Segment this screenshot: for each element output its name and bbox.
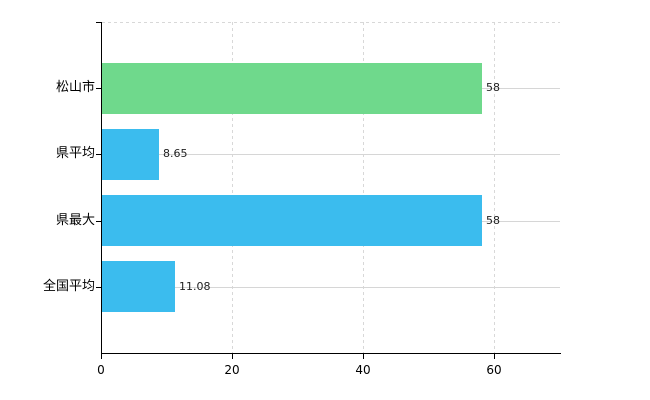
y-axis-line [101,22,102,354]
x-axis-tick-label: 0 [97,363,105,377]
bar-value-label: 58 [486,214,500,227]
x-axis-tick-label: 40 [355,363,371,377]
y-axis-tick [96,221,101,222]
x-axis-tick [232,354,233,359]
x-axis-tick-label: 20 [224,363,240,377]
bar-2 [102,129,159,180]
bar-4 [102,261,175,312]
y-axis-tick-label: 県平均 [55,146,95,161]
vertical-gridline [232,22,233,353]
bar-value-label: 11.08 [179,280,211,293]
x-axis-tick-label: 60 [486,363,502,377]
bar-3 [102,195,482,246]
y-axis-tick [96,22,101,23]
y-axis-tick-label: 全国平均 [42,279,95,294]
bar-1 [102,63,482,114]
x-axis-tick [101,354,102,359]
bar-value-label: 8.65 [163,147,188,160]
horizontal-gridline [102,287,560,288]
x-axis-line [101,353,561,354]
top-gridline [102,22,560,23]
vertical-gridline [363,22,364,353]
vertical-gridline [494,22,495,353]
y-axis-tick [96,88,101,89]
y-axis-tick-label: 松山市 [55,80,95,95]
bar-value-label: 58 [486,81,500,94]
x-axis-tick [363,354,364,359]
horizontal-gridline [102,154,560,155]
y-axis-tick-label: 県最大 [55,213,95,228]
y-axis-tick [96,287,101,288]
x-axis-tick [494,354,495,359]
y-axis-tick [96,154,101,155]
